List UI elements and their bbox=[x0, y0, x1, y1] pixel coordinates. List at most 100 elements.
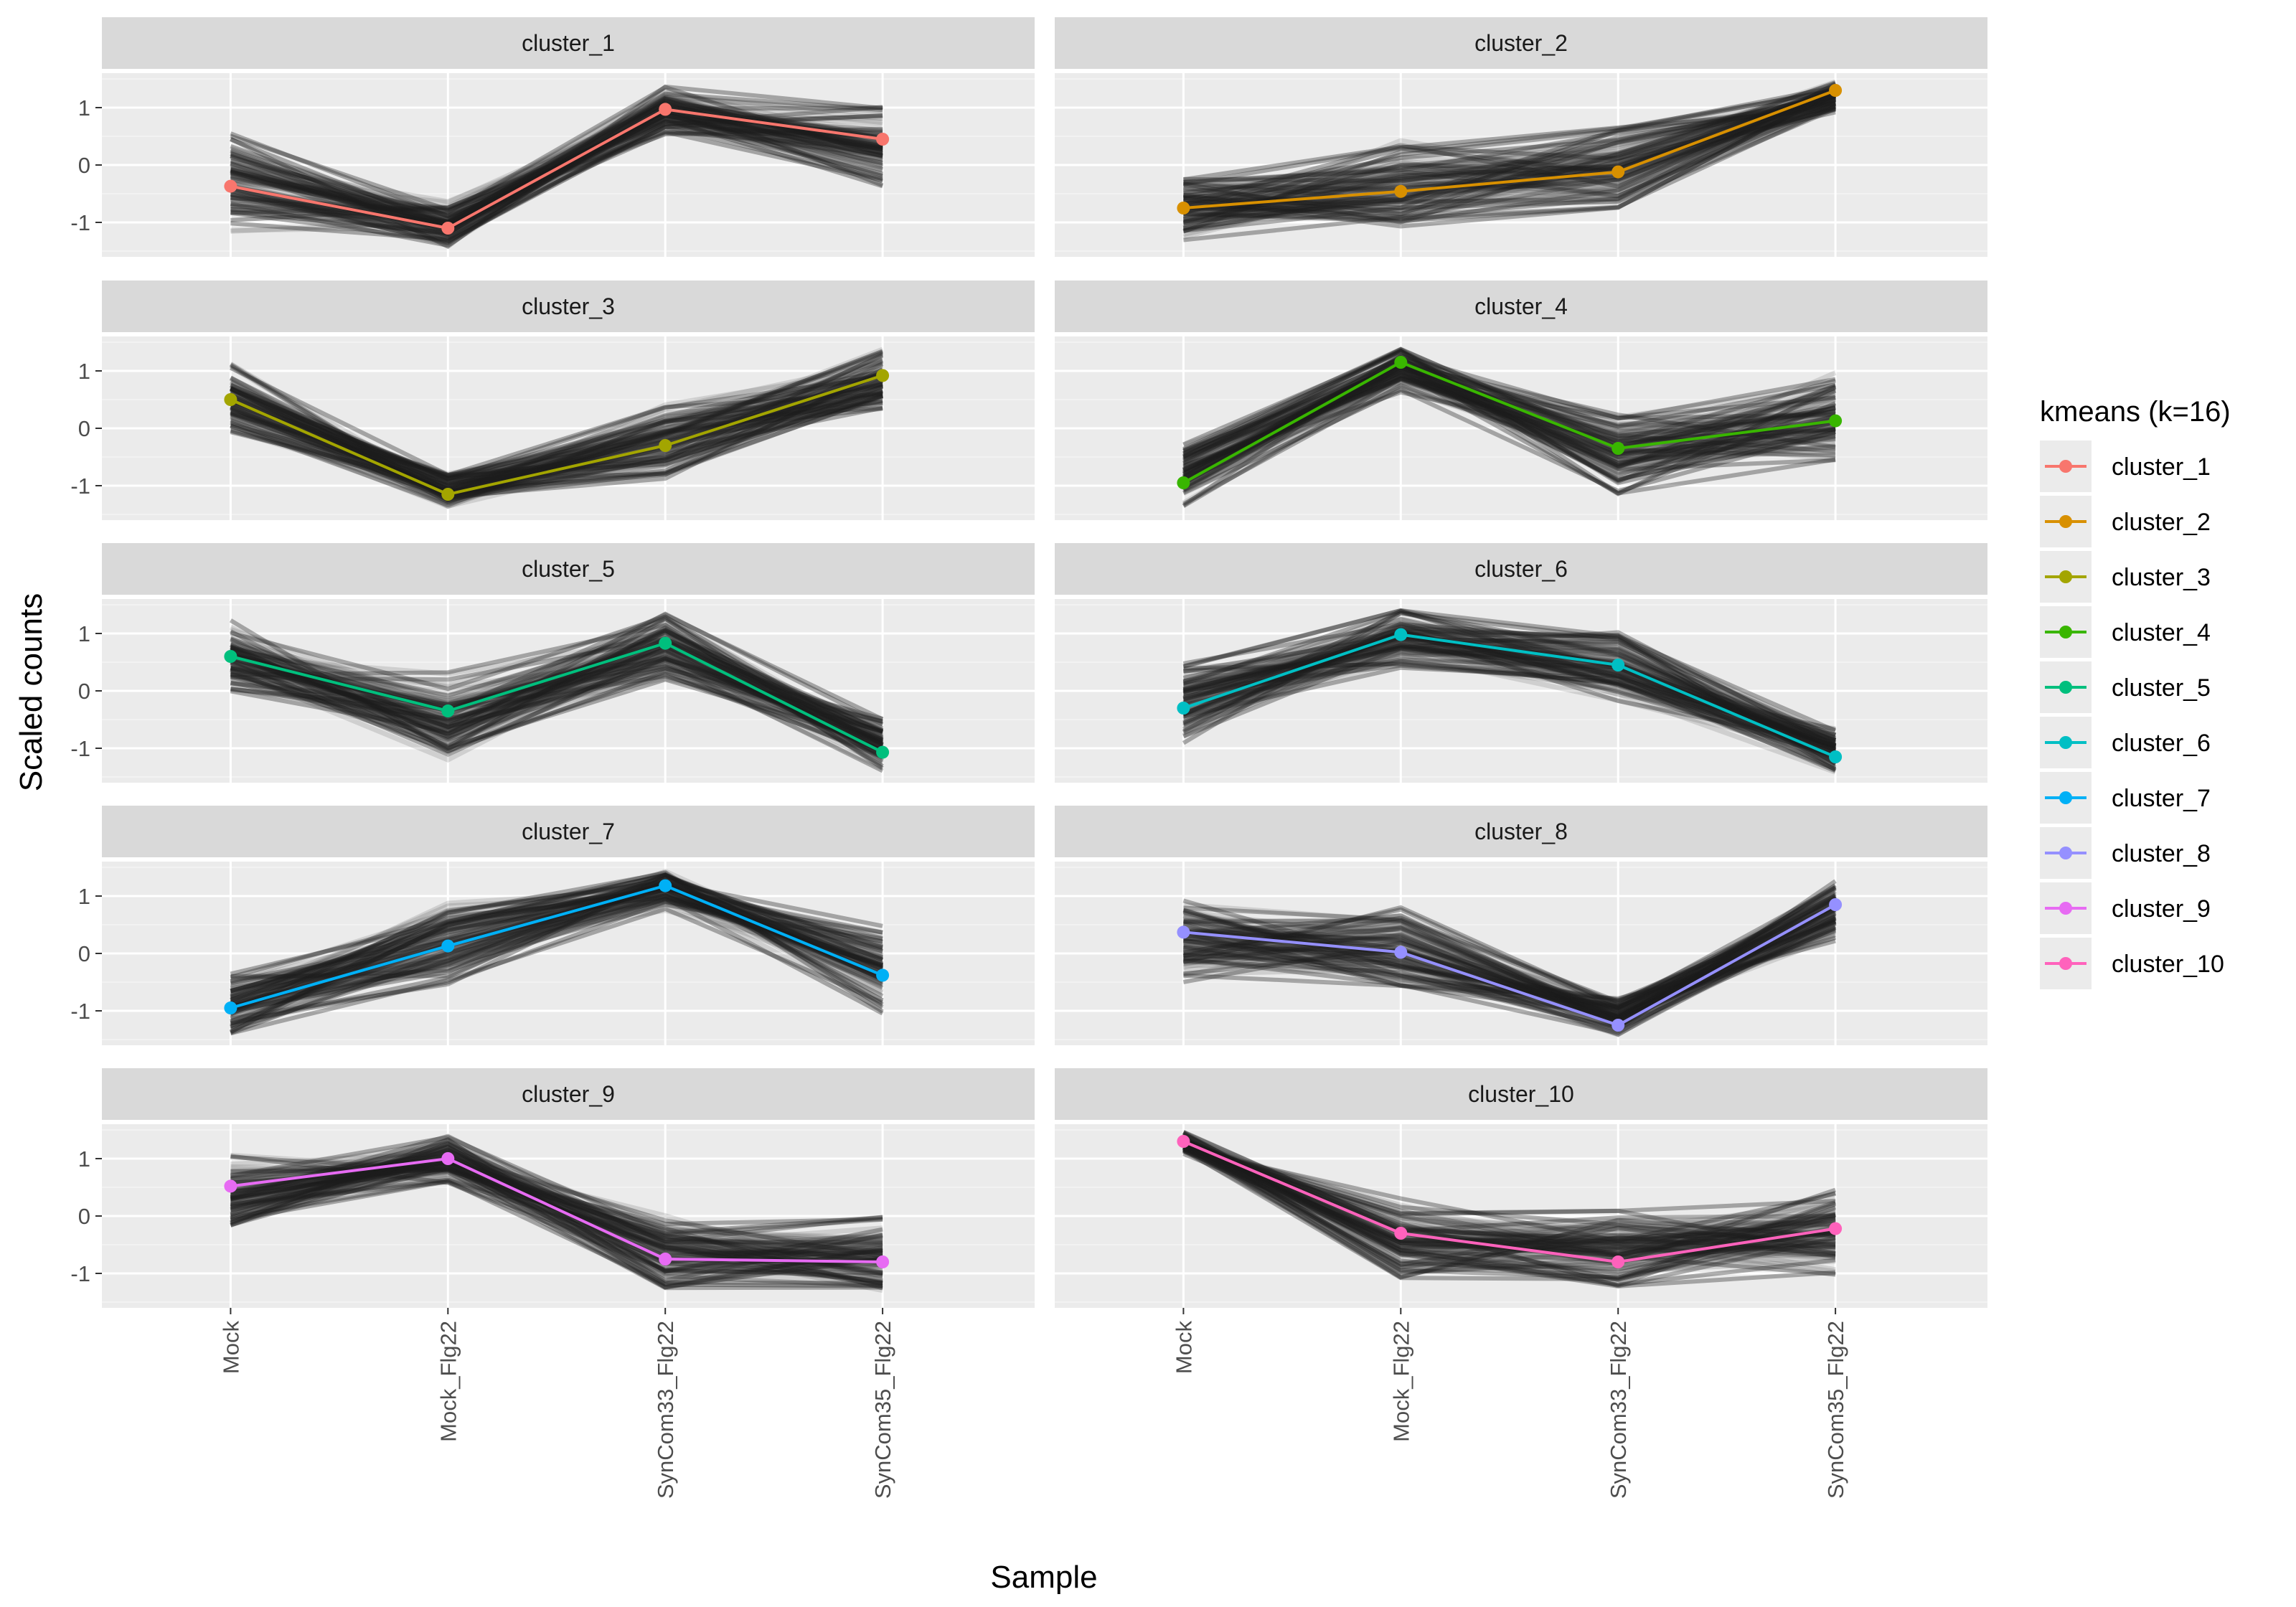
legend-item-cluster_1: cluster_1 bbox=[2040, 440, 2211, 492]
gene-trajectory bbox=[1182, 1139, 1836, 1258]
gene-trajectory bbox=[1182, 101, 1837, 212]
gene-trajectory bbox=[230, 647, 884, 760]
legend-key-point bbox=[2059, 515, 2072, 528]
gene-trajectory bbox=[230, 92, 883, 232]
gene-trajectory bbox=[230, 1143, 883, 1290]
gene-trajectory bbox=[230, 388, 883, 499]
gene-trajectory bbox=[1182, 370, 1837, 496]
gene-trajectory bbox=[230, 893, 884, 1028]
gene-trajectory bbox=[1183, 88, 1837, 218]
gene-trajectory bbox=[230, 374, 884, 498]
gene-trajectory bbox=[230, 628, 884, 747]
gene-trajectory bbox=[1182, 368, 1836, 459]
gene-trajectory bbox=[230, 875, 884, 1021]
gene-trajectory bbox=[1183, 92, 1837, 224]
gene-trajectory bbox=[1182, 104, 1837, 193]
gene-trajectory bbox=[1182, 355, 1836, 476]
cluster-mean-point bbox=[876, 1255, 890, 1268]
gene-trajectory bbox=[1182, 361, 1837, 496]
legend-item-cluster_5: cluster_5 bbox=[2040, 661, 2211, 713]
gene-trajectory bbox=[1182, 364, 1836, 490]
gene-trajectory bbox=[230, 616, 884, 753]
gene-trajectory bbox=[230, 375, 883, 497]
gene-trajectory bbox=[230, 908, 883, 1020]
gene-trajectory bbox=[1182, 630, 1837, 745]
gene-trajectory bbox=[230, 643, 884, 760]
gene-trajectory bbox=[1182, 1148, 1836, 1281]
gene-trajectory bbox=[230, 636, 884, 736]
gene-trajectory bbox=[229, 386, 884, 500]
gene-trajectory bbox=[230, 1161, 883, 1283]
gene-trajectory bbox=[1182, 1130, 1836, 1245]
gene-trajectory bbox=[1182, 895, 1837, 1014]
legend-title: kmeans (k=16) bbox=[2040, 396, 2231, 428]
gene-trajectory bbox=[230, 382, 883, 481]
gene-trajectory bbox=[230, 370, 884, 494]
gene-trajectory bbox=[230, 641, 884, 758]
gene-trajectory bbox=[230, 884, 883, 1014]
gene-trajectory bbox=[230, 885, 884, 1012]
gene-trajectory bbox=[230, 1161, 883, 1263]
gene-trajectory bbox=[1182, 898, 1837, 1012]
gene-trajectory bbox=[1182, 644, 1837, 743]
gene-trajectory bbox=[1182, 608, 1837, 749]
gene-trajectory bbox=[1182, 101, 1837, 198]
y-tick-label: 0 bbox=[78, 941, 90, 966]
gene-trajectory bbox=[1182, 642, 1836, 739]
gene-trajectory bbox=[1182, 913, 1837, 1019]
gene-trajectory bbox=[1183, 98, 1837, 217]
gene-trajectory bbox=[230, 110, 883, 223]
gene-trajectory bbox=[1183, 908, 1837, 1013]
gene-trajectory bbox=[1183, 897, 1837, 1021]
gene-trajectory bbox=[1182, 645, 1837, 775]
cluster-mean-point bbox=[1177, 925, 1190, 939]
cluster-mean-point bbox=[1829, 898, 1843, 911]
gene-trajectory bbox=[1183, 885, 1837, 1025]
y-tick-label: 0 bbox=[78, 153, 90, 178]
gene-trajectory bbox=[1183, 896, 1837, 1022]
cluster-mean-point bbox=[1394, 628, 1408, 641]
gene-trajectory bbox=[230, 894, 884, 1016]
gene-trajectory bbox=[230, 1159, 883, 1293]
gene-trajectory bbox=[230, 1138, 883, 1258]
gene-trajectory bbox=[1182, 1136, 1836, 1241]
panel-cluster_7: cluster_7 1 0 -1 bbox=[70, 806, 1035, 1045]
gene-trajectory bbox=[230, 884, 884, 1000]
gene-trajectory bbox=[230, 91, 883, 225]
x-tick-label: Mock bbox=[1171, 1321, 1196, 1375]
cluster-mean-point bbox=[1177, 476, 1190, 489]
gene-trajectory bbox=[230, 646, 884, 752]
gene-trajectory bbox=[230, 1137, 883, 1286]
cluster-mean-point bbox=[1177, 702, 1190, 715]
gene-trajectory bbox=[1183, 934, 1837, 1022]
gene-trajectory bbox=[230, 1175, 883, 1259]
gene-trajectory bbox=[1183, 83, 1837, 206]
panel-strip-title: cluster_4 bbox=[1474, 293, 1568, 319]
gene-trajectory bbox=[1182, 1141, 1836, 1279]
gene-trajectory bbox=[1182, 623, 1837, 750]
cluster-mean-point bbox=[1177, 1135, 1190, 1148]
gene-trajectory bbox=[1182, 1136, 1836, 1239]
gene-trajectory bbox=[1183, 915, 1837, 1024]
gene-trajectory bbox=[230, 661, 884, 773]
cluster-mean-line bbox=[230, 108, 883, 230]
gene-trajectory bbox=[1182, 356, 1836, 483]
y-tick-label: -1 bbox=[70, 736, 90, 761]
gene-trajectory bbox=[230, 886, 884, 1024]
gene-trajectory bbox=[1182, 622, 1837, 756]
gene-trajectory bbox=[1182, 1141, 1836, 1240]
gene-trajectory bbox=[1183, 88, 1837, 223]
gene-trajectory bbox=[230, 622, 884, 741]
panel-strip bbox=[102, 806, 1035, 857]
gene-trajectory bbox=[230, 1151, 883, 1289]
gene-trajectory bbox=[230, 879, 884, 1021]
gene-trajectory bbox=[1182, 635, 1837, 768]
gene-trajectory bbox=[230, 123, 883, 221]
cluster-mean-point bbox=[1612, 659, 1625, 671]
gene-trajectory bbox=[1182, 885, 1837, 1009]
gene-trajectory bbox=[1182, 1147, 1836, 1271]
gene-trajectory bbox=[230, 388, 883, 491]
panel-cluster_1: cluster_1 1 0 -1 bbox=[70, 17, 1035, 257]
cluster-mean-point bbox=[1612, 1019, 1625, 1032]
y-tick-label: 1 bbox=[78, 1146, 90, 1172]
